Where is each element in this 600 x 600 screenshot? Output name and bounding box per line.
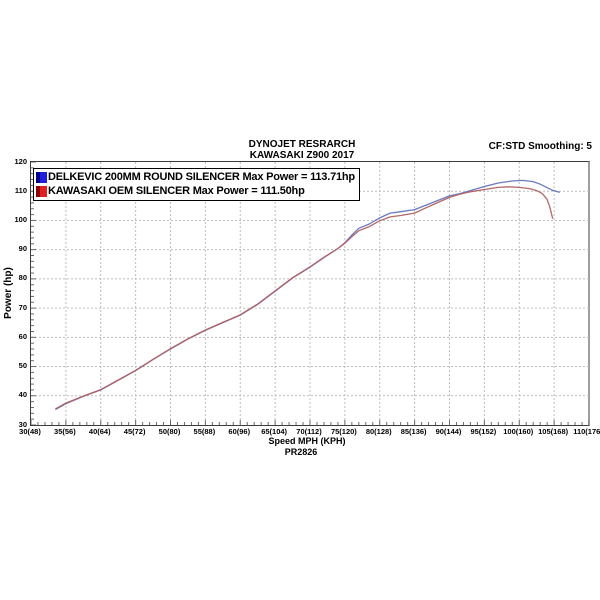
y-tick-label: 60 — [18, 331, 27, 341]
x-tick-label: 105(168) — [538, 427, 569, 436]
x-tick-label: 75(120) — [330, 427, 357, 436]
x-tick-label: 85(136) — [400, 427, 427, 436]
legend-swatch-icon — [36, 171, 47, 183]
x-tick-label: 40(64) — [88, 427, 111, 436]
legend-box: DELKEVIC 200MM ROUND SILENCER Max Power … — [33, 168, 360, 201]
legend-row: DELKEVIC 200MM ROUND SILENCER Max Power … — [36, 170, 355, 184]
y-tick-label: 70 — [18, 302, 27, 312]
y-tick-label: 40 — [18, 390, 27, 400]
x-tick-label: 80(128) — [365, 427, 392, 436]
x-tick-label: 95(152) — [470, 427, 497, 436]
y-tick-label: 100 — [14, 214, 27, 224]
x-tick-label: 60(96) — [228, 427, 251, 436]
x-tick-label: 30(48) — [19, 427, 41, 436]
y-tick-label: 90 — [18, 244, 27, 254]
x-tick-label: 55(88) — [193, 427, 216, 436]
plot-area: DELKEVIC 200MM ROUND SILENCER Max Power … — [30, 161, 590, 426]
y-tick-label: 80 — [18, 273, 27, 283]
y-tick-label: 110 — [14, 185, 27, 195]
x-axis-title: Speed MPH (KPH) — [268, 436, 346, 446]
legend-label: KAWASAKI OEM SILENCER Max Power = 111.50… — [48, 185, 305, 197]
y-axis-title: Power (hp) — [3, 267, 14, 319]
run-id: PR2826 — [284, 447, 318, 457]
x-tick-label: 50(80) — [158, 427, 181, 436]
x-tick-label: 65(104) — [261, 427, 288, 436]
legend-label: DELKEVIC 200MM ROUND SILENCER Max Power … — [48, 171, 355, 183]
smoothing-setting: CF:STD Smoothing: 5 — [488, 141, 592, 152]
bike-model-title: KAWASAKI Z900 2017 — [249, 149, 355, 161]
dyno-power-chart — [31, 162, 589, 425]
y-tick-label: 50 — [18, 361, 27, 371]
curve-kawasaki — [55, 186, 554, 410]
legend-swatch-icon — [36, 185, 47, 197]
x-tick-label: 100(160) — [503, 427, 534, 436]
x-tick-label: 70(112) — [296, 427, 322, 436]
x-tick-label: 35(56) — [54, 427, 76, 436]
chart-header: DYNOJET RESRARCH KAWASAKI Z900 2017 — [248, 139, 356, 161]
x-tick-label: 110(176) — [573, 427, 600, 436]
y-tick-label: 120 — [14, 156, 27, 166]
y-tick-label: 30 — [18, 419, 27, 429]
x-tick-label: 90(144) — [435, 427, 462, 436]
dyno-shop-title: DYNOJET RESRARCH — [248, 139, 356, 150]
x-tick-label: 45(72) — [123, 427, 146, 436]
legend-row: KAWASAKI OEM SILENCER Max Power = 111.50… — [36, 184, 355, 198]
